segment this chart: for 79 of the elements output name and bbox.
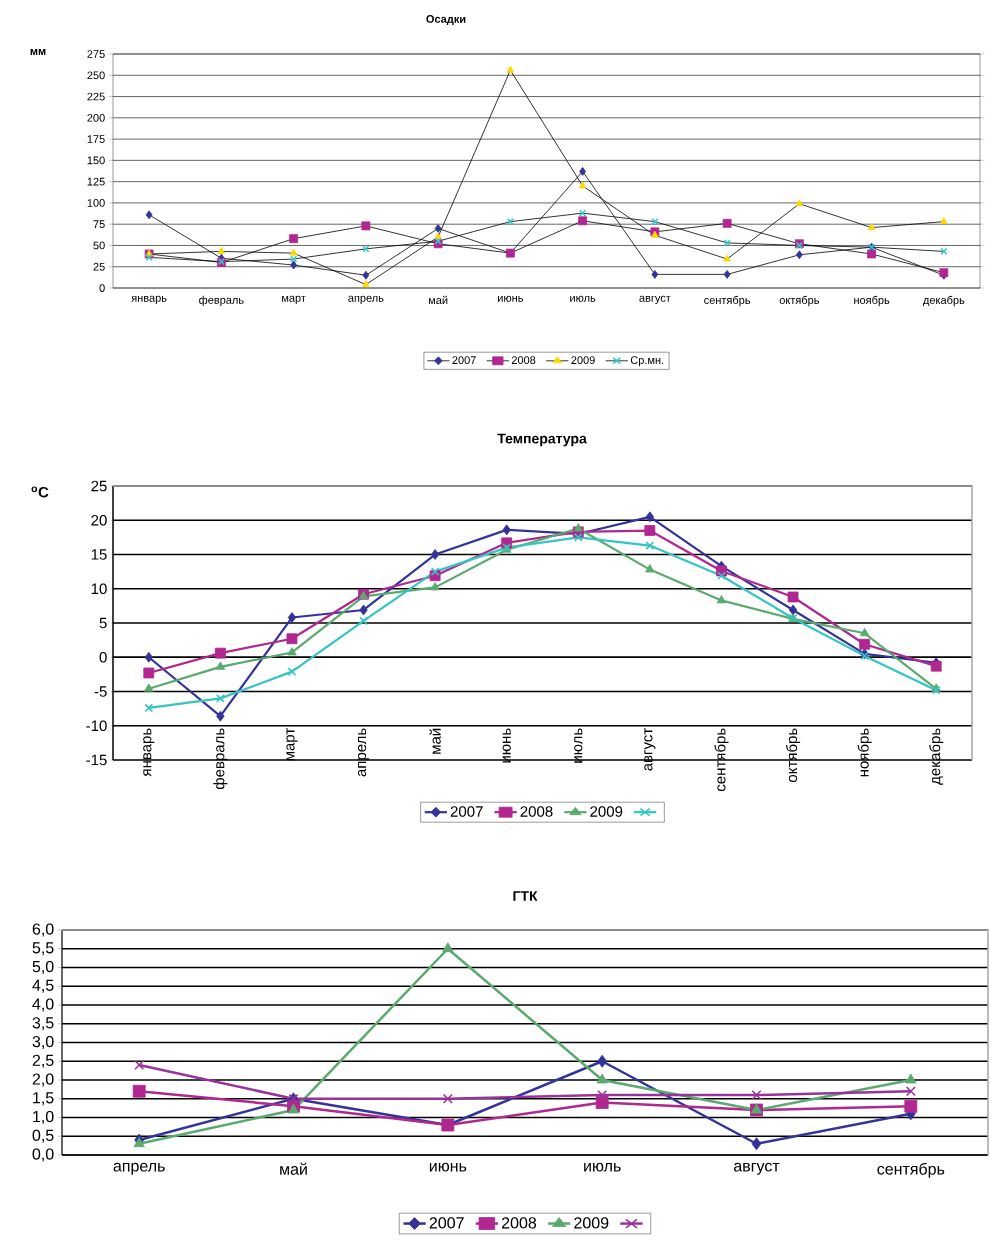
legend-label: 2007 [429, 1217, 464, 1229]
x-tick-label: ноябрь [854, 295, 890, 307]
y-tick-label: 2,0 [32, 1073, 54, 1087]
y-tick-label: 15 [91, 549, 107, 560]
y-tick-label: 100 [87, 199, 105, 207]
y-tick-label: 200 [87, 113, 105, 122]
y-tick-label: 2,5 [32, 1054, 54, 1068]
x-tick-label: май [280, 1162, 307, 1175]
y-tick-label: 5 [99, 617, 107, 629]
y-tick-label: 3,5 [32, 1017, 54, 1031]
y-tick-label: -15 [86, 754, 107, 766]
y-tick-label: 20 [91, 514, 107, 526]
x-tick-label: февраль [198, 295, 244, 307]
chart-title: Температура [497, 433, 587, 447]
x-tick-label: август [639, 295, 671, 304]
y-tick-label: 25 [93, 262, 105, 271]
y-tick-label: 5,5 [32, 942, 54, 956]
x-tick-label: апрель [348, 295, 384, 304]
chart-title: Осадки [426, 15, 466, 25]
x-tick-label: июль [570, 295, 596, 302]
y-tick-label: 225 [87, 92, 105, 101]
x-tick-label: апрель [357, 728, 369, 777]
x-tick-label: сентябрь [714, 728, 729, 792]
x-tick-label: январь [143, 728, 155, 777]
y-tick-label: 6,0 [32, 923, 54, 937]
legend-label: 2007 [452, 356, 476, 364]
y-tick-label: 275 [87, 50, 105, 58]
y-tick-label: 0,5 [32, 1129, 54, 1143]
y-tick-label: 3,0 [32, 1035, 54, 1050]
legend-label: 2007 [450, 806, 483, 817]
y-tick-label: 1,5 [33, 1092, 54, 1106]
legend-label: 2009 [590, 806, 623, 817]
y-tick-label: 150 [87, 156, 105, 165]
x-tick-label: март [281, 295, 306, 304]
legend-label: Ср.мн. [630, 356, 663, 367]
x-tick-label: май [429, 728, 441, 754]
y-tick-label: 75 [93, 220, 105, 229]
legend-label: 2008 [511, 356, 536, 364]
x-tick-label: апрель [113, 1162, 165, 1175]
y-tick-label: -5 [94, 686, 107, 697]
x-tick-label: сентябрь [704, 295, 750, 307]
legend-label: 2009 [574, 1217, 609, 1229]
x-tick-label: сентябрь [877, 1162, 945, 1178]
x-tick-label: октябрь [779, 295, 819, 307]
legend-label: 2008 [520, 806, 553, 817]
y-tick-label: 4,0 [32, 998, 54, 1012]
x-tick-label: июнь [429, 1162, 467, 1172]
x-tick-label: декабрь [922, 295, 965, 307]
x-tick-label: август [733, 1162, 780, 1175]
x-tick-label: март [286, 728, 298, 761]
y-tick-label: 125 [87, 177, 105, 186]
legend-label: 2009 [571, 356, 595, 364]
x-tick-label: июнь [497, 295, 523, 302]
y-tick-label: -10 [86, 720, 107, 732]
x-tick-label: декабрь [929, 728, 944, 785]
y-tick-label: 1,0 [33, 1110, 54, 1125]
x-tick-label: август [644, 728, 656, 771]
x-tick-label: октябрь [785, 728, 800, 783]
x-tick-label: ноябрь [857, 728, 872, 777]
y-tick-label: 10 [91, 583, 107, 595]
y-tick-label: 50 [93, 241, 105, 250]
x-tick-label: июль [583, 1162, 621, 1172]
x-tick-label: январь [131, 295, 167, 304]
y-axis-title: мм [30, 49, 46, 55]
y-tick-label: 4,5 [32, 979, 54, 993]
x-tick-label: май [428, 295, 448, 305]
y-tick-label: 25 [91, 480, 107, 492]
y-tick-label: 0 [99, 284, 105, 292]
y-axis-title: $^{o}$C [31, 486, 49, 498]
y-tick-label: 175 [87, 135, 105, 143]
chart-title: ГТК [513, 891, 538, 901]
y-tick-label: 0 [99, 651, 107, 663]
legend-label: 2008 [501, 1217, 536, 1229]
x-tick-label: июль [574, 728, 583, 763]
y-tick-label: 250 [87, 71, 105, 80]
y-tick-label: 5,0 [32, 960, 54, 975]
x-tick-label: июнь [502, 728, 511, 763]
x-tick-label: февраль [213, 728, 228, 790]
y-tick-label: 0,0 [32, 1148, 54, 1162]
